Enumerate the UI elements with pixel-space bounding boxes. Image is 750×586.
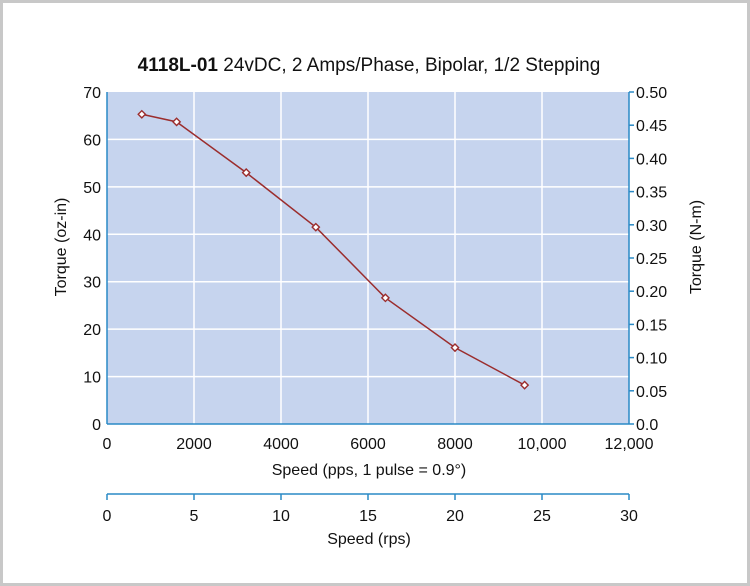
data-point: [137, 109, 147, 119]
chart-title: 4118L-01 24vDC, 2 Amps/Phase, Bipolar, 1…: [138, 55, 601, 76]
y-left-tick-label: 40: [83, 227, 101, 244]
x-tick-label: 2000: [176, 436, 212, 453]
y-right-tick-label: 0.15: [636, 317, 667, 334]
chart-title-model: 4118L-01: [138, 55, 219, 76]
x2-tick-label: 15: [359, 508, 377, 525]
x2-tick-label: 5: [190, 508, 199, 525]
x-tick-label: 10,000: [518, 436, 567, 453]
y-left-tick-label: 60: [83, 132, 101, 149]
y-axis-right-label: Torque (N-m): [688, 200, 705, 294]
y-left-tick-label: 0: [92, 417, 101, 434]
tick-labels: 0 2000 4000 6000 8000 10,000 12,00001020304050…: [83, 85, 667, 525]
data-point: [172, 117, 182, 127]
y-right-tick-label: 0.35: [636, 185, 667, 202]
y-right-tick-label: 0.45: [636, 118, 667, 135]
x-tick-label: 6000: [350, 436, 386, 453]
y-right-tick-label: 0.20: [636, 284, 667, 301]
x-axis-label: Speed (pps, 1 pulse = 0.9°): [272, 462, 467, 479]
y-left-tick-label: 20: [83, 322, 101, 339]
x-tick-label: 0: [103, 436, 112, 453]
x2-tick-label: 30: [620, 508, 638, 525]
x-tick-label: 12,000: [605, 436, 654, 453]
chart-title-description: 24vDC, 2 Amps/Phase, Bipolar, 1/2 Steppi…: [218, 55, 600, 76]
y-left-tick-label: 10: [83, 370, 101, 387]
data-point: [520, 380, 530, 390]
torque-speed-chart: 4118L-01 24vDC, 2 Amps/Phase, Bipolar, 1…: [53, 55, 705, 548]
y-right-tick-label: 0.50: [636, 85, 667, 102]
x-tick-label: 8000: [437, 436, 473, 453]
data-point: [311, 222, 321, 232]
x2-tick-label: 20: [446, 508, 464, 525]
data-point: [450, 343, 460, 353]
y-right-tick-label: 0.10: [636, 351, 667, 368]
data-point: [380, 293, 390, 303]
y-left-tick-label: 30: [83, 275, 101, 292]
axes: [106, 91, 634, 500]
grid-lines: [107, 92, 629, 424]
y-right-tick-label: 0.05: [636, 384, 667, 401]
data-point: [241, 168, 251, 178]
x2-axis-label: Speed (rps): [327, 531, 411, 548]
x-tick-label: 4000: [263, 436, 299, 453]
x2-tick-label: 25: [533, 508, 551, 525]
x2-tick-label: 10: [272, 508, 290, 525]
x2-tick-label: 0: [103, 508, 112, 525]
series-torque: [137, 109, 530, 390]
y-left-tick-label: 50: [83, 180, 101, 197]
y-left-tick-label: 70: [83, 85, 101, 102]
y-right-tick-label: 0.0: [636, 417, 658, 434]
y-right-tick-label: 0.30: [636, 218, 667, 235]
y-axis-left-label: Torque (oz-in): [53, 198, 70, 297]
y-right-tick-label: 0.40: [636, 151, 667, 168]
y-right-tick-label: 0.25: [636, 251, 667, 268]
